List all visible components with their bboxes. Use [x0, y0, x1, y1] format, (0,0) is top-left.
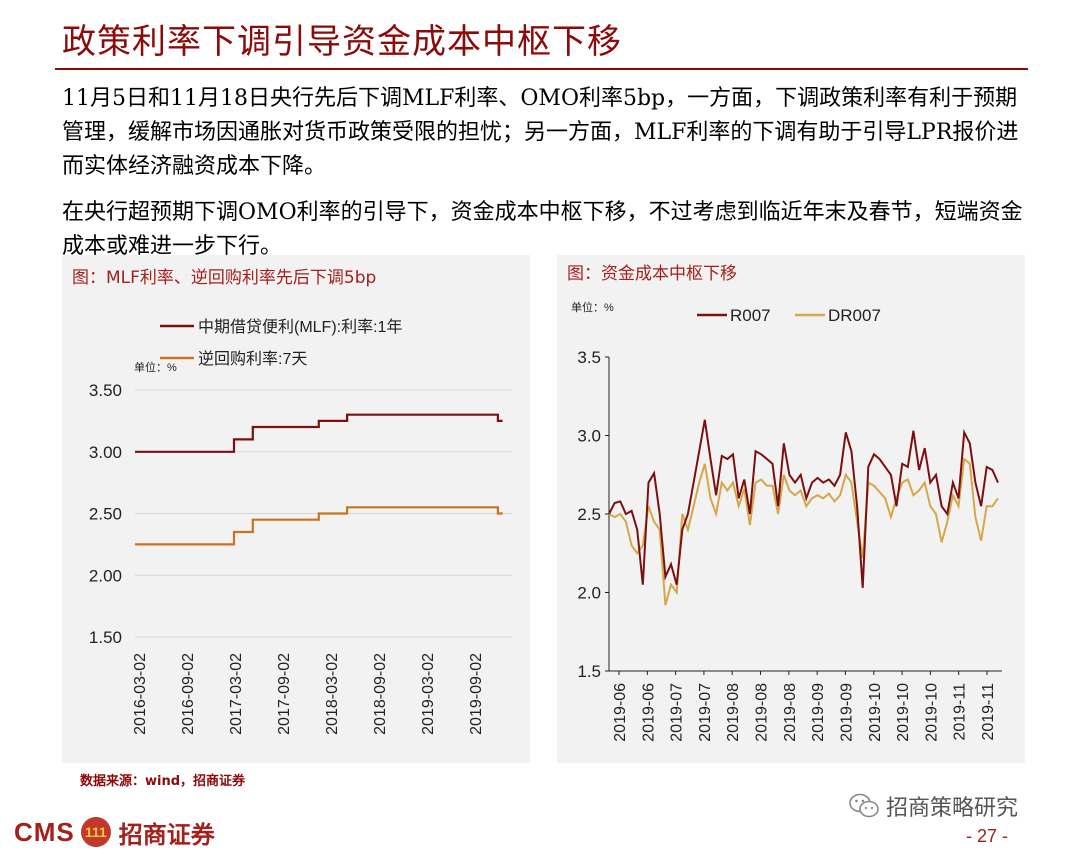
legend-label: 逆回购利率:7天 [198, 350, 307, 368]
chart-unit: 单位：% [571, 300, 614, 314]
series-line-omo [135, 506, 503, 546]
x-tick-label: 2019-07 [669, 683, 686, 742]
wechat-account: 招商策略研究 [848, 790, 1018, 822]
x-tick-label: 2018-09-02 [372, 653, 389, 735]
x-tick-label: 2018-03-02 [324, 653, 341, 735]
y-tick-label: 2.5 [577, 505, 601, 524]
cms-logo: CMS 111 招商证券 [14, 815, 215, 849]
x-tick-label: 2019-06 [612, 683, 629, 742]
data-source: 数据来源：wind，招商证券 [80, 774, 246, 789]
page-title: 政策利率下调引导资金成本中枢下移 [62, 22, 622, 62]
x-tick-label: 2019-08 [782, 683, 799, 742]
y-tick-label: 2.0 [577, 584, 601, 603]
legend-label: 中期借贷便利(MLF):利率:1年 [198, 318, 402, 336]
chart-panel-right: 图：资金成本中枢下移 3.5 3.0 2.5 2.0 1.5 单位：% 2019-06 201… [557, 255, 1025, 763]
wechat-icon [849, 793, 879, 818]
legend-label: R007 [730, 306, 771, 325]
x-tick-label: 2019-10 [867, 683, 884, 742]
x-tick-label: 2019-11 [980, 683, 997, 741]
y-tick-label: 1.50 [89, 628, 122, 647]
y-tick-label: 3.5 [577, 348, 601, 367]
x-tick-label: 2019-08 [725, 683, 742, 742]
cms-logo-text: CMS [14, 816, 75, 847]
chart-left: 3.50 3.00 2.50 2.00 1.50 单位：% 2016-03-02 2016-0… [89, 318, 512, 735]
chart-right: 3.5 3.0 2.5 2.0 1.5 单位：% 2019-06 2019-06 2019-07… [571, 300, 1002, 742]
x-tick-label: 2019-09 [838, 683, 855, 742]
y-tick-label: 3.50 [89, 381, 122, 400]
y-tick-label: 2.00 [89, 566, 122, 585]
title-divider [55, 68, 1028, 70]
chart-unit: 单位：% [134, 360, 177, 374]
x-tick-label: 2017-03-02 [228, 653, 245, 735]
series-line-dr007 [608, 457, 999, 606]
x-tick-label: 2019-09-02 [468, 653, 485, 735]
x-tick-label: 2017-09-02 [276, 653, 293, 735]
chart-right-title: 图：资金成本中枢下移 [567, 264, 737, 284]
chart-left-title: 图：MLF利率、逆回购利率先后下调5bp [72, 268, 377, 288]
x-tick-label: 2019-09 [810, 683, 827, 742]
page-number: - 27 - [966, 826, 1009, 846]
wechat-name: 招商策略研究 [886, 796, 1019, 821]
x-tick-label: 2019-07 [697, 683, 714, 742]
x-tick-label: 2019-06 [640, 683, 657, 742]
y-tick-label: 1.5 [577, 662, 601, 681]
cms-badge-icon: 111 [80, 817, 111, 847]
legend-label: DR007 [828, 306, 881, 325]
y-tick-label: 2.50 [89, 505, 122, 524]
chart-panel-left: 图：MLF利率、逆回购利率先后下调5bp 3.50 3.00 2.50 2.00 1.5… [62, 255, 530, 763]
y-tick-label: 3.0 [577, 427, 601, 446]
series-line-mlf [135, 413, 503, 453]
company-name: 招商证券 [118, 819, 215, 849]
y-tick-label: 3.00 [89, 443, 122, 462]
x-tick-label: 2016-03-02 [132, 653, 149, 735]
paragraph-1: 11月5日和11月18日央行先后下调MLF利率、OMO利率5bp，一方面，下调政… [62, 86, 1019, 179]
paragraph-2: 在央行超预期下调OMO利率的引导下，资金成本中枢下移，不过考虑到临近年末及春节，… [62, 200, 1023, 259]
x-tick-label: 2019-10 [923, 683, 940, 742]
x-tick-label: 2019-11 [952, 683, 969, 741]
series-line-r007 [608, 419, 999, 588]
x-tick-label: 2019-10 [895, 683, 912, 742]
x-tick-label: 2016-09-02 [180, 653, 197, 735]
x-tick-label: 2019-03-02 [420, 653, 437, 735]
x-tick-label: 2019-08 [754, 683, 771, 742]
